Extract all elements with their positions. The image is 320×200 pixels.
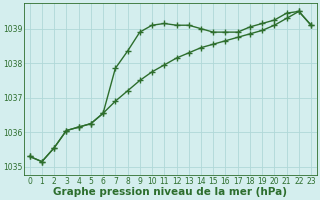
X-axis label: Graphe pression niveau de la mer (hPa): Graphe pression niveau de la mer (hPa) [53,187,287,197]
